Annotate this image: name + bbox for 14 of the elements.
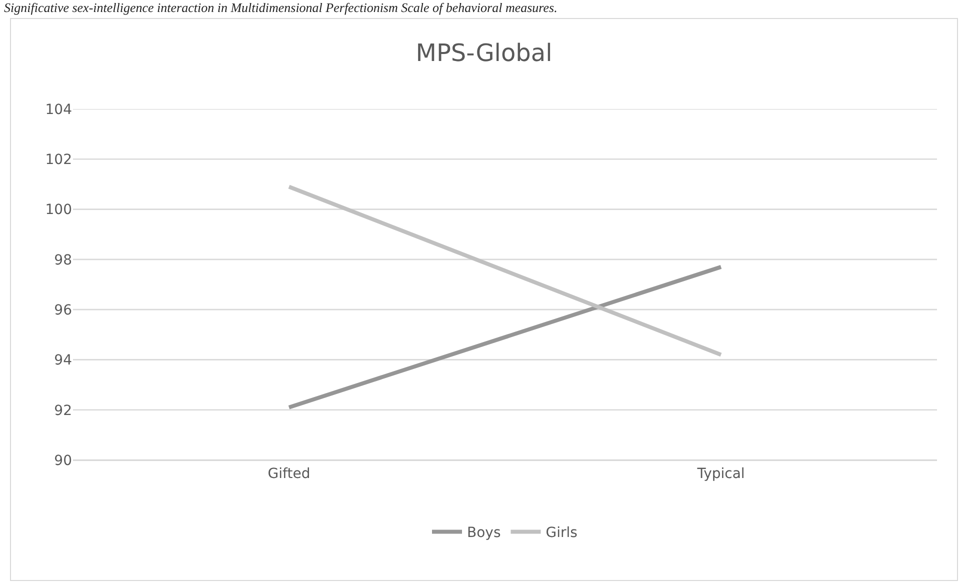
x-tick-label: Gifted (268, 466, 310, 482)
text: Significative sex-intelligence interaction in Multidimensional Perfectionism Scale of behavioral measures. (4, 0, 558, 16)
y-tick-label: 94 (54, 352, 72, 369)
y-tick-label: 96 (54, 302, 72, 318)
y-tick-label: 90 (54, 452, 72, 469)
y-tick-label: 102 (45, 152, 72, 168)
legend-label: Girls (546, 525, 578, 542)
legend-label: Boys (467, 525, 501, 542)
y-tick-label: 92 (54, 402, 72, 419)
y-tick-label: 100 (45, 202, 72, 218)
y-tick-label: 104 (45, 102, 72, 118)
x-tick-label: Typical (696, 466, 745, 482)
y-tick-label: 98 (54, 252, 72, 268)
chart-title: MPS-Global (416, 39, 552, 68)
